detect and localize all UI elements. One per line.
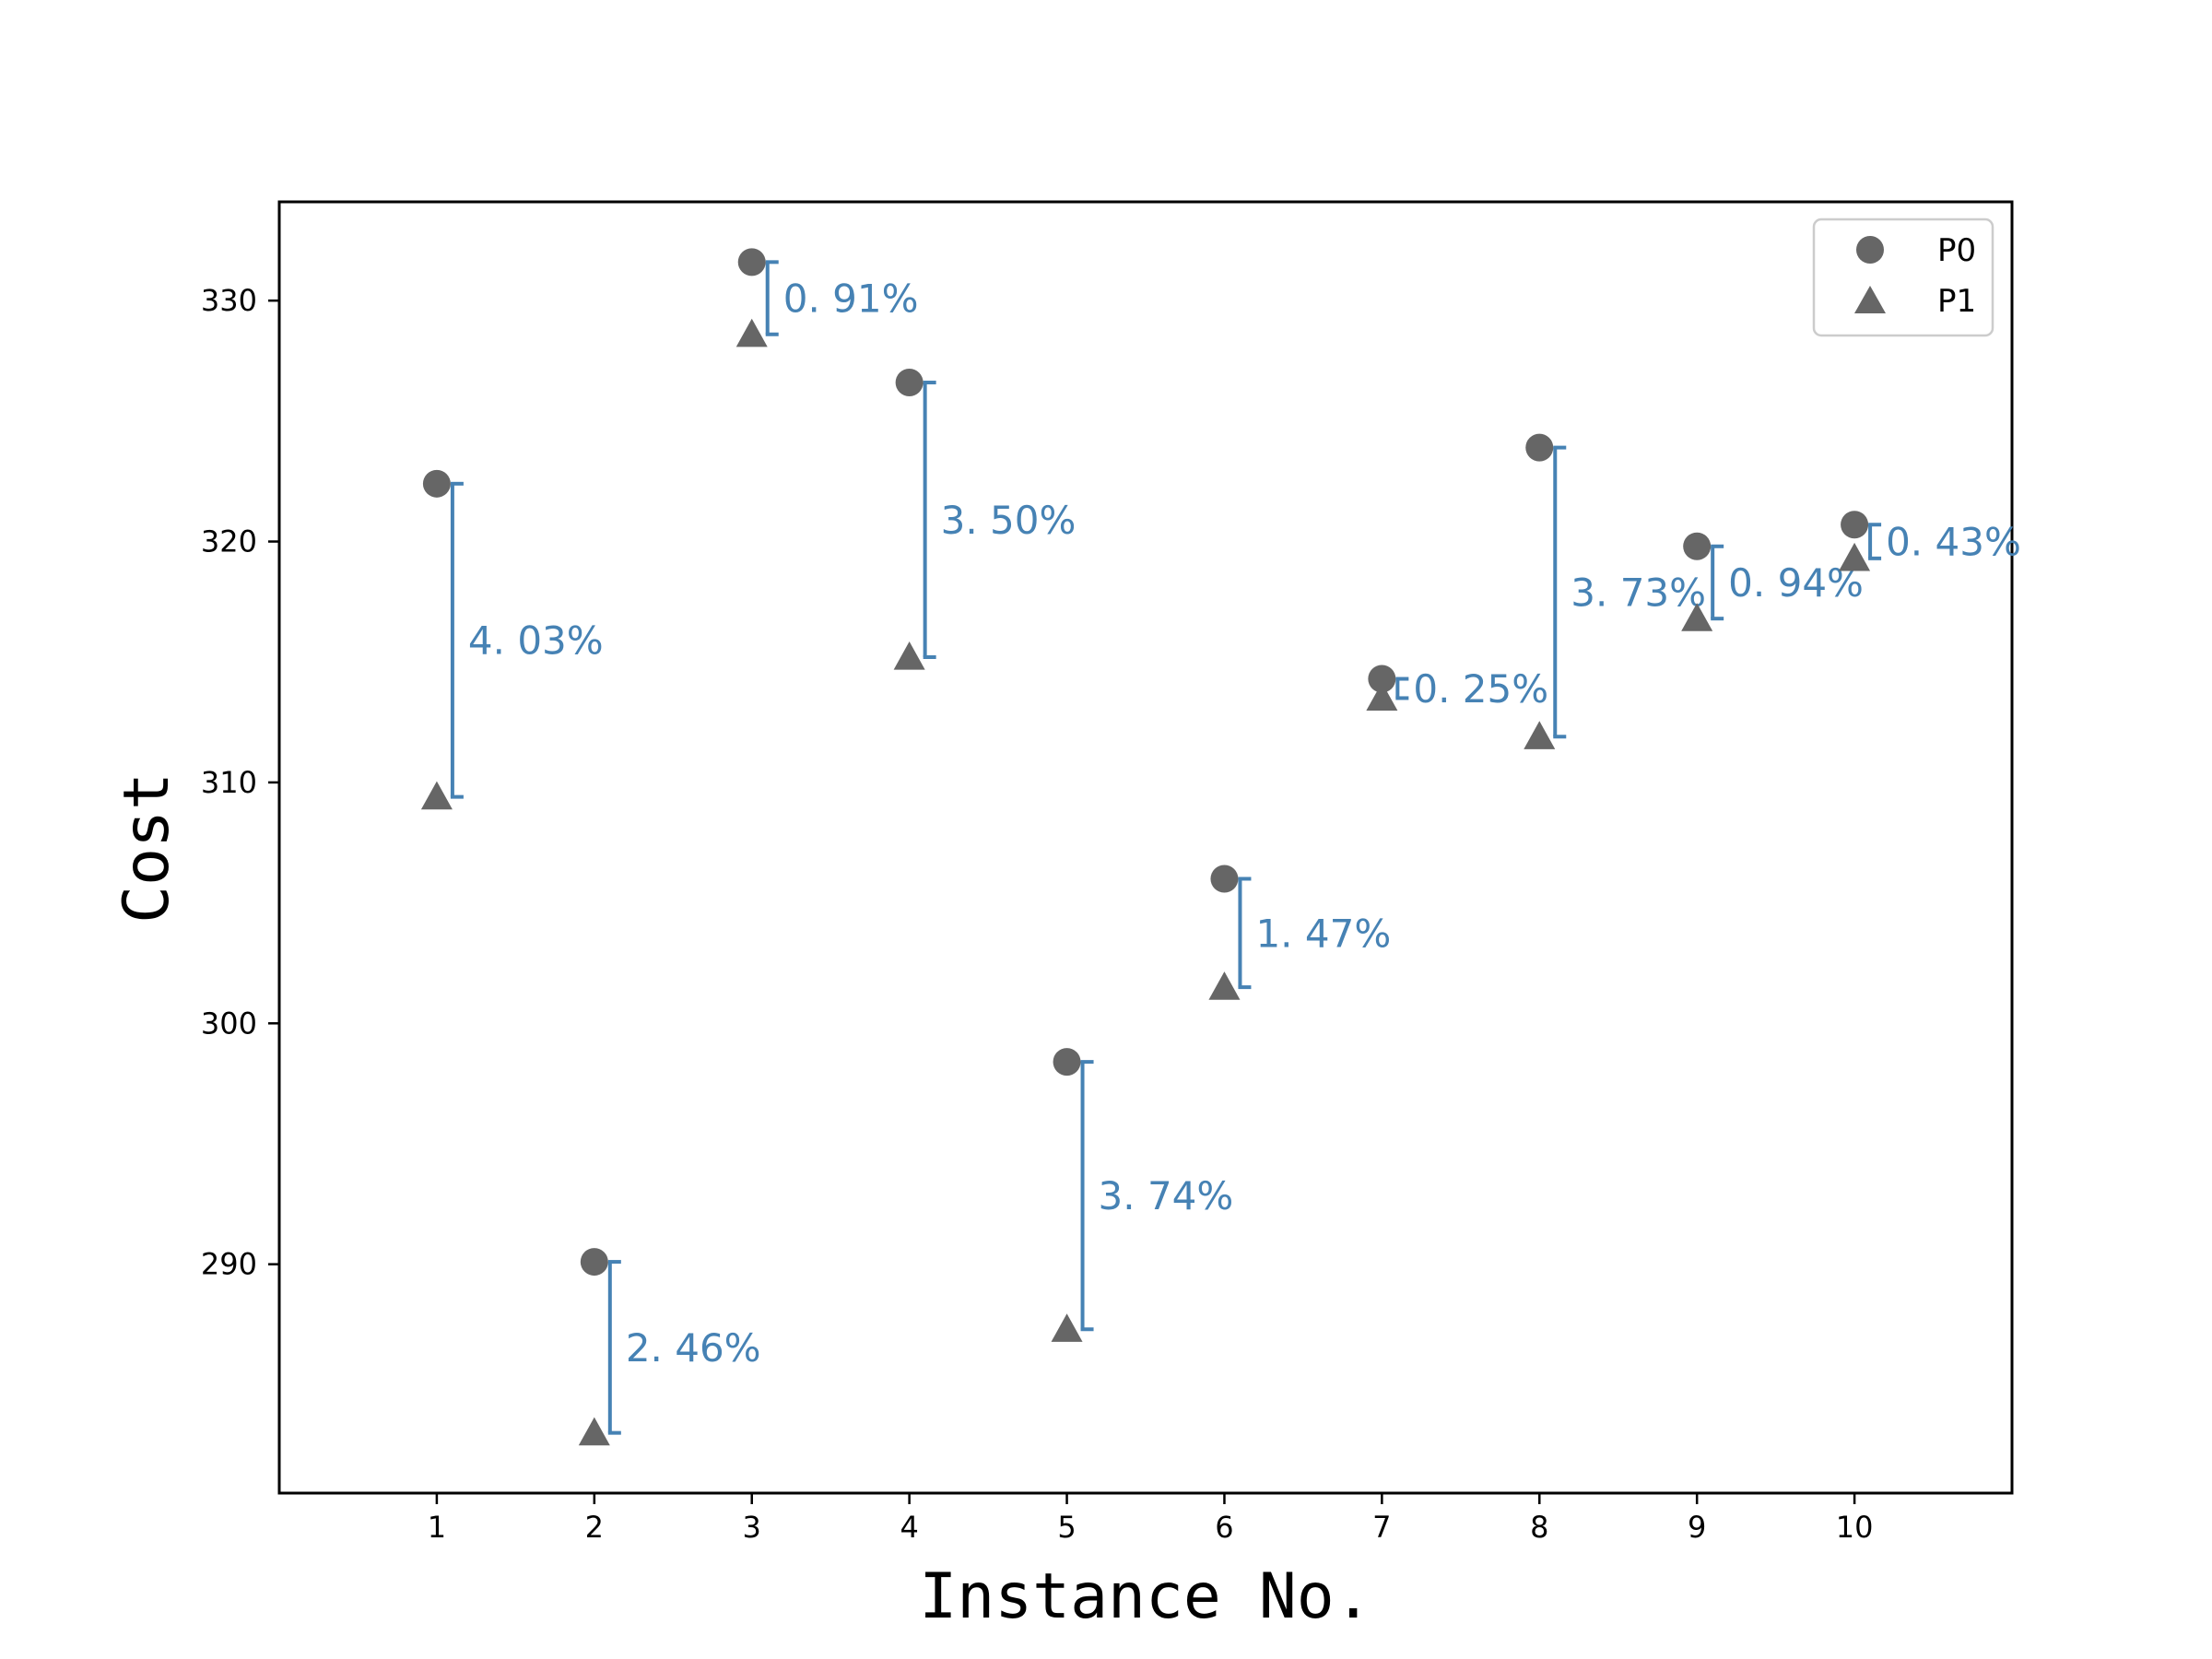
gap-label: 0. 91% — [783, 276, 919, 322]
legend-p1-marker — [1854, 286, 1886, 313]
p0-point — [1841, 511, 1869, 539]
gap-bracket: 0. 25% — [1395, 666, 1548, 712]
p1-point — [735, 318, 768, 347]
p1-point — [893, 641, 925, 670]
p0-point — [422, 469, 451, 498]
gap-label: 3. 50% — [941, 498, 1077, 543]
gap-bracket: 1. 47% — [1238, 877, 1391, 990]
x-tick-label: 4 — [900, 1510, 918, 1545]
x-tick-label: 6 — [1215, 1510, 1233, 1545]
gap-label: 0. 43% — [1886, 520, 2021, 565]
p0-point — [1210, 865, 1239, 893]
p0-point — [1525, 433, 1554, 462]
p1-point — [1208, 971, 1241, 1000]
y-tick-label: 310 — [201, 765, 257, 800]
x-axis-title: Instance No. — [919, 1560, 1371, 1633]
y-tick-label: 300 — [201, 1006, 257, 1041]
legend-p1-label: P1 — [1937, 283, 1976, 320]
legend: P0 P1 — [1812, 218, 1994, 337]
gap-bracket: 3. 73% — [1553, 445, 1706, 739]
gap-bracket: 0. 91% — [765, 260, 919, 336]
x-tick-label: 1 — [428, 1510, 446, 1545]
gap-bracket: 3. 74% — [1080, 1060, 1234, 1332]
x-tick-label: 10 — [1836, 1510, 1874, 1545]
p0-point — [1053, 1048, 1081, 1077]
y-tick-label: 330 — [201, 283, 257, 318]
gap-bracket: 2. 46% — [607, 1260, 761, 1435]
x-tick-label: 3 — [743, 1510, 761, 1545]
gap-bracket: 3. 50% — [923, 381, 1077, 660]
p1-point — [1366, 682, 1398, 712]
gap-bracket: 0. 43% — [1868, 520, 2021, 565]
gap-bracket: 0. 94% — [1711, 544, 1864, 621]
x-tick-label: 8 — [1530, 1510, 1548, 1545]
legend-p0-label: P0 — [1937, 232, 1976, 269]
gap-layer: 4. 03% 2. 46% 0. 91% 3. 50% 3. 74% 1. 47% 0. 2… — [450, 260, 2021, 1435]
gap-label: 0. 25% — [1413, 666, 1548, 712]
x-tick-label: 7 — [1372, 1510, 1391, 1545]
p0-point — [1683, 532, 1712, 560]
p0-point — [580, 1248, 608, 1277]
p0-point — [737, 248, 766, 276]
gap-label: 3. 73% — [1571, 570, 1706, 615]
y-axis-title: Cost — [111, 772, 183, 924]
x-tick-label: 2 — [585, 1510, 604, 1545]
p0-point — [1368, 665, 1396, 693]
tick-layer: 1 2 3 4 5 6 7 8 9 10 290 300 310 320 330 — [201, 283, 1874, 1545]
plot-area — [277, 200, 2014, 1495]
p1-point — [420, 781, 453, 810]
gap-label: 2. 46% — [626, 1325, 761, 1371]
gap-label: 3. 74% — [1099, 1173, 1234, 1218]
p1-point — [578, 1417, 610, 1446]
p0-point — [895, 369, 924, 397]
gap-label: 4. 03% — [468, 618, 604, 664]
x-tick-label: 9 — [1688, 1510, 1706, 1545]
legend-p0-marker — [1856, 236, 1884, 264]
gap-label: 1. 47% — [1255, 911, 1391, 956]
y-tick-label: 290 — [201, 1247, 257, 1282]
p1-point — [1839, 542, 1871, 571]
x-tick-label: 5 — [1057, 1510, 1076, 1545]
gap-bracket: 4. 03% — [450, 481, 604, 799]
marker-layer — [420, 248, 1871, 1446]
p1-point — [1051, 1313, 1083, 1342]
p1-point — [1524, 721, 1556, 749]
p1-point — [1681, 603, 1713, 631]
y-tick-label: 320 — [201, 524, 257, 559]
